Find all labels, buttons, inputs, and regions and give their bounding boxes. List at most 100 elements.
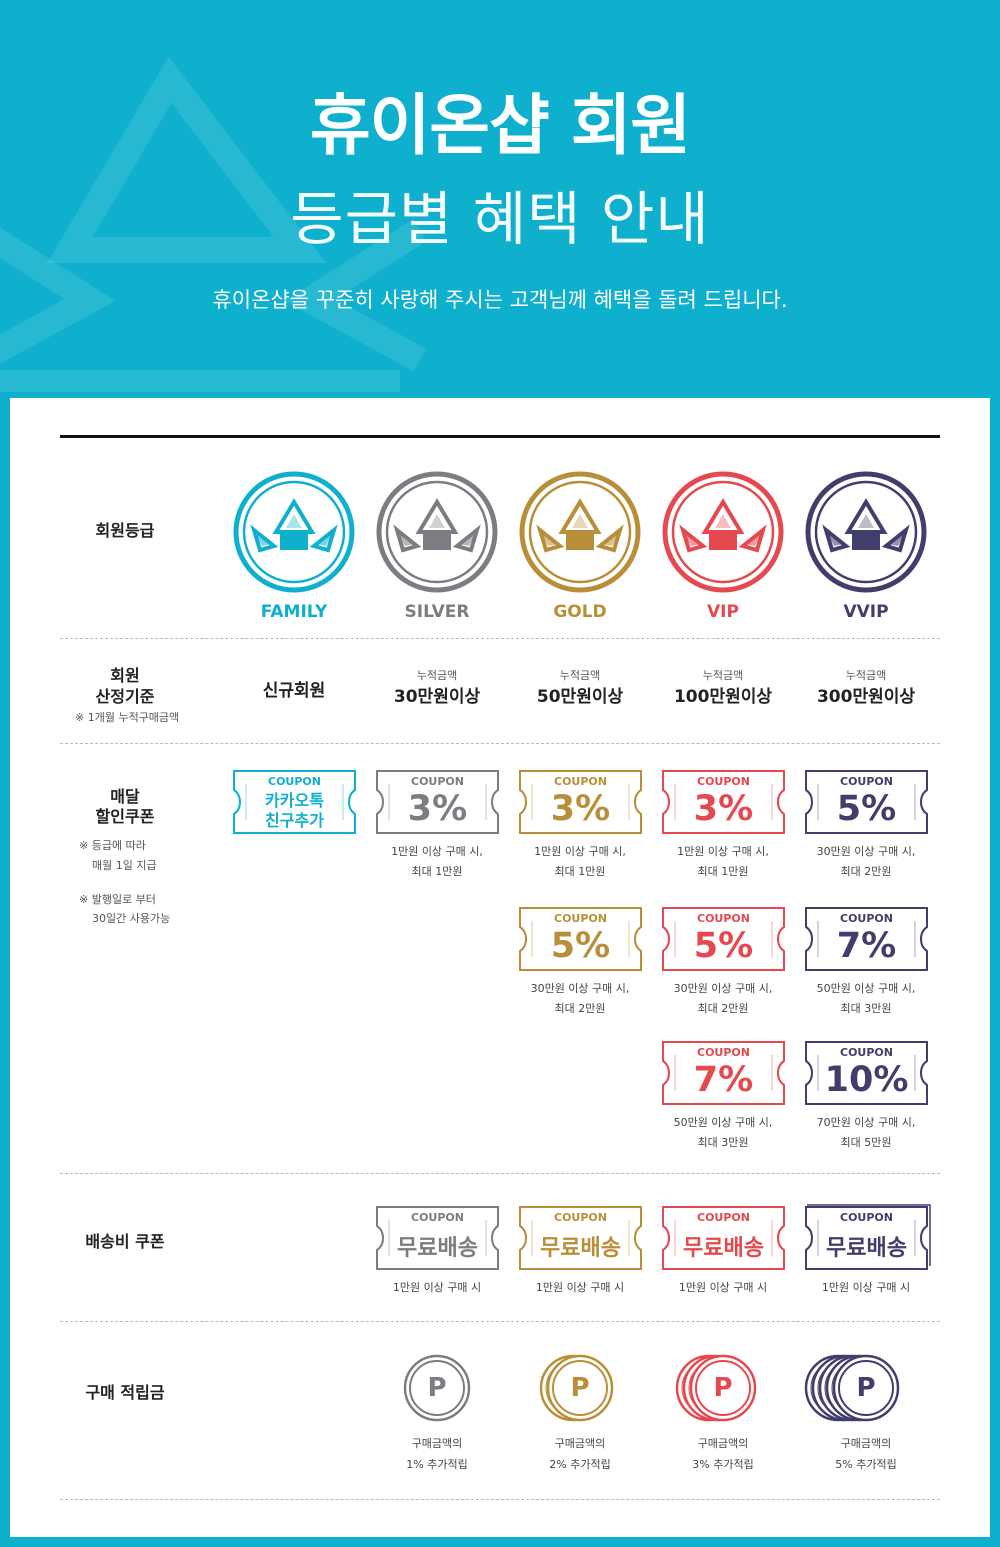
coupon-value: 3%: [407, 789, 468, 829]
crown-icon: [376, 471, 498, 593]
coupon-max: 최대 3만원: [697, 1136, 749, 1149]
grade-name: VVIP: [843, 602, 889, 622]
grade-badge-silver: [375, 470, 499, 594]
coupon-note-1-line2: 매월 1일 지급: [92, 859, 157, 872]
row-divider: [60, 638, 940, 639]
grade-name: VIP: [707, 602, 739, 622]
row-label-shipping: 배송비 쿠폰: [85, 1232, 165, 1251]
grade-name: FAMILY: [260, 602, 328, 622]
row-label-criteria-line1: 회원: [110, 666, 140, 685]
coupon-caption: COUPON: [697, 912, 750, 925]
crown-icon: [519, 471, 641, 593]
coupon-max: 최대 2만원: [840, 865, 892, 878]
coupon-ticket-icon: [662, 907, 785, 971]
coupon-max: 최대 1만원: [554, 865, 606, 878]
coupon-ticket-icon: [805, 1204, 931, 1270]
coupon-condition: 1만원 이상 구매 시: [821, 1281, 911, 1294]
discount-coupon: COUPON 3%: [658, 768, 789, 836]
coupon-caption: COUPON: [554, 912, 607, 925]
coupon-ticket-icon: [805, 770, 928, 834]
discount-coupon: COUPON 10%: [801, 1039, 932, 1107]
coupon-kakao: COUPON 카카오톡 친구추가: [229, 768, 360, 836]
coupon-value: 5%: [550, 926, 611, 966]
coupon-caption: COUPON: [554, 775, 607, 788]
discount-coupon: COUPON 5%: [515, 905, 646, 973]
coupon-caption: COUPON: [697, 1046, 750, 1059]
criteria-amount: 50만원이상: [536, 687, 624, 707]
point-symbol: P: [713, 1373, 733, 1403]
coupon-value: 무료배송: [826, 1236, 907, 1261]
coupon-max: 최대 5만원: [840, 1136, 892, 1149]
grade-badge-vip: [661, 470, 785, 594]
coupon-condition: 50만원 이상 구매 시,: [816, 982, 916, 995]
criteria-caption: 누적금액: [702, 669, 744, 682]
coupon-value: 무료배송: [683, 1236, 764, 1261]
coupon-value: 3%: [693, 789, 754, 829]
coupon-ticket-icon: [233, 770, 356, 834]
point-coin-icon: [804, 1354, 900, 1422]
point-symbol: P: [427, 1373, 447, 1403]
coupon-ticket-icon: [805, 907, 928, 971]
coupon-caption: COUPON: [411, 1211, 464, 1224]
points-rate: 5% 추가적립: [835, 1458, 897, 1471]
coupon-note-1-line1: ※ 등급에 따라: [79, 839, 146, 852]
point-coin-stack: P: [537, 1350, 616, 1428]
coupon-condition: 30만원 이상 구매 시,: [530, 982, 630, 995]
points-caption: 구매금액의: [697, 1437, 749, 1450]
shipping-coupon: COUPON 무료배송: [801, 1204, 932, 1272]
coupon-condition: 1만원 이상 구매 시: [535, 1281, 625, 1294]
criteria-amount: 신규회원: [262, 681, 326, 701]
shipping-coupon: COUPON 무료배송: [515, 1204, 646, 1272]
grade-name: GOLD: [553, 602, 607, 622]
coupon-value: 7%: [693, 1060, 754, 1100]
discount-coupon: COUPON 5%: [658, 905, 789, 973]
criteria-amount: 100만원이상: [673, 687, 773, 707]
coupon-ticket-icon: [519, 1206, 642, 1270]
discount-coupon: COUPON 3%: [515, 768, 646, 836]
coupon-condition: 1만원 이상 구매 시,: [391, 845, 483, 858]
kakao-line1: 카카오톡: [265, 791, 324, 810]
row-label-criteria-line2: 산정기준: [95, 687, 155, 706]
criteria-caption: 누적금액: [559, 669, 601, 682]
coupon-condition: 30만원 이상 구매 시,: [816, 845, 916, 858]
coupon-ticket-icon: [662, 1206, 785, 1270]
row-divider: [60, 1321, 940, 1322]
page-description: 휴이온샵을 꾸준히 사랑해 주시는 고객님께 혜택을 돌려 드립니다.: [212, 288, 788, 312]
coupon-condition: 30만원 이상 구매 시,: [673, 982, 773, 995]
discount-coupon: COUPON 7%: [658, 1039, 789, 1107]
discount-coupon: COUPON 3%: [372, 768, 503, 836]
points-rate: 1% 추가적립: [406, 1458, 468, 1471]
table-top-rule: [60, 435, 940, 438]
row-divider: [60, 743, 940, 744]
point-coin-icon: [403, 1354, 471, 1422]
criteria-note: ※ 1개월 누적구매금액: [75, 711, 180, 724]
coupon-max: 최대 1만원: [697, 865, 749, 878]
coupon-caption: COUPON: [411, 775, 464, 788]
coupon-ticket-icon: [805, 1041, 928, 1105]
row-label-grade: 회원등급: [95, 521, 155, 540]
point-symbol: P: [856, 1373, 876, 1403]
point-symbol: P: [570, 1373, 590, 1403]
criteria-amount: 30만원이상: [393, 687, 481, 707]
coupon-condition: 1만원 이상 구매 시: [392, 1281, 482, 1294]
coupon-value: 무료배송: [397, 1236, 478, 1261]
coupon-max: 최대 1만원: [411, 865, 463, 878]
row-divider: [60, 1499, 940, 1500]
point-coin-stack: P: [802, 1350, 902, 1428]
coupon-caption: COUPON: [268, 775, 321, 788]
coupon-caption: COUPON: [840, 775, 893, 788]
coupon-value: 5%: [693, 926, 754, 966]
coupon-value: 3%: [550, 789, 611, 829]
coupon-max: 최대 2만원: [554, 1002, 606, 1015]
grade-badge-family: [232, 470, 356, 594]
coupon-condition: 1만원 이상 구매 시: [678, 1281, 768, 1294]
criteria-caption: 누적금액: [845, 669, 887, 682]
point-coin-icon: [539, 1354, 614, 1422]
coupon-caption: COUPON: [697, 1211, 750, 1224]
point-coin-stack: P: [401, 1350, 473, 1428]
crown-icon: [662, 471, 784, 593]
discount-coupon: COUPON 5%: [801, 768, 932, 836]
coupon-ticket-icon: [376, 1206, 499, 1270]
coupon-value: 5%: [836, 789, 897, 829]
coupon-max: 최대 3만원: [840, 1002, 892, 1015]
